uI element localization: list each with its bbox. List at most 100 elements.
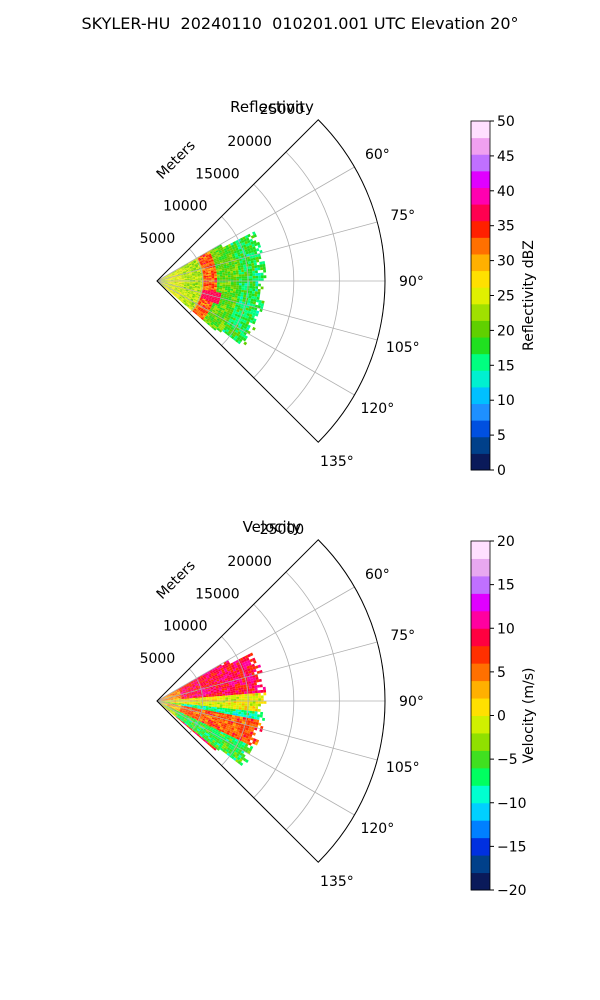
data-cell (179, 271, 183, 273)
data-cell (213, 721, 217, 724)
data-cell (222, 284, 226, 287)
colorbar-tick-label: 20 (497, 323, 515, 339)
data-cell (192, 284, 196, 286)
data-cell (255, 313, 259, 317)
data-cell (190, 723, 194, 726)
data-cell (176, 290, 180, 293)
data-cell (226, 267, 230, 270)
data-cell (242, 656, 246, 660)
data-cell (224, 711, 228, 714)
data-cell (205, 718, 209, 721)
data-cell (231, 312, 236, 316)
data-cell (212, 729, 216, 733)
data-cell (192, 705, 195, 707)
data-cell (181, 712, 185, 714)
data-cell (192, 714, 196, 717)
data-cell (254, 291, 258, 295)
data-cell (172, 705, 176, 707)
data-cell (174, 273, 178, 275)
data-cell (260, 695, 264, 699)
data-cell (197, 303, 201, 306)
data-cell (171, 713, 175, 716)
data-cell (202, 724, 206, 728)
data-cell (252, 270, 256, 274)
data-cell (175, 704, 179, 707)
data-cell (183, 713, 187, 716)
data-cell (183, 691, 186, 694)
data-cell (226, 255, 230, 259)
data-cell (219, 279, 223, 281)
data-cell (227, 288, 231, 291)
data-cell (248, 308, 252, 312)
data-cell (218, 676, 222, 680)
data-cell (255, 665, 259, 669)
data-cell (170, 699, 174, 700)
data-cell (251, 740, 256, 745)
data-cell (230, 729, 234, 733)
data-cell (166, 705, 170, 707)
data-cell (208, 731, 212, 734)
data-cell (225, 286, 228, 289)
data-cell (235, 247, 239, 251)
data-cell (199, 717, 203, 720)
data-cell (167, 696, 171, 698)
data-cell (256, 264, 261, 268)
data-cell (174, 294, 177, 297)
data-cell (188, 721, 192, 725)
data-cell (192, 282, 196, 285)
data-cell (187, 711, 191, 714)
data-cell (182, 709, 186, 712)
data-cell (192, 285, 195, 287)
data-cell (191, 273, 195, 275)
data-cell (165, 702, 168, 703)
data-cell (170, 697, 174, 699)
data-cell (209, 249, 213, 253)
data-cell (232, 289, 236, 292)
data-cell (186, 276, 190, 278)
data-cell (198, 311, 202, 315)
data-cell (205, 305, 209, 309)
data-cell (234, 672, 238, 676)
data-cell (250, 260, 254, 264)
data-cell (263, 692, 267, 696)
colorbar-swatch (471, 802, 490, 821)
data-cell (237, 673, 241, 677)
data-cell (217, 701, 220, 703)
data-cell (207, 672, 211, 675)
data-cell (198, 315, 202, 319)
data-cell (170, 701, 174, 702)
data-cell (251, 243, 256, 248)
data-cell (175, 283, 179, 284)
data-cell (219, 701, 223, 703)
data-cell (232, 748, 237, 752)
data-cell (219, 282, 223, 285)
data-cell (162, 279, 166, 281)
data-cell (196, 309, 200, 313)
data-cell (261, 261, 266, 265)
radial-tick-label: 20000 (227, 134, 272, 150)
data-cell (202, 254, 206, 258)
data-cell (216, 671, 220, 675)
data-cell (239, 670, 243, 674)
data-cell (241, 274, 245, 277)
data-cell (191, 726, 195, 730)
data-cell (164, 276, 167, 278)
data-cell (215, 291, 219, 295)
data-cell (246, 665, 250, 670)
data-cell (206, 322, 211, 326)
data-cell (253, 298, 257, 303)
data-cell (188, 301, 192, 305)
data-cell (238, 323, 243, 327)
data-cell (200, 697, 204, 699)
data-cell (210, 306, 214, 310)
data-cell (170, 278, 174, 280)
data-cell (185, 689, 188, 691)
data-cell (233, 728, 237, 732)
data-cell (203, 296, 207, 299)
data-cell (169, 706, 172, 709)
data-cell (216, 673, 221, 676)
data-cell (222, 739, 226, 743)
data-cell (195, 714, 199, 717)
data-cell (213, 691, 217, 694)
data-cell (187, 701, 190, 703)
